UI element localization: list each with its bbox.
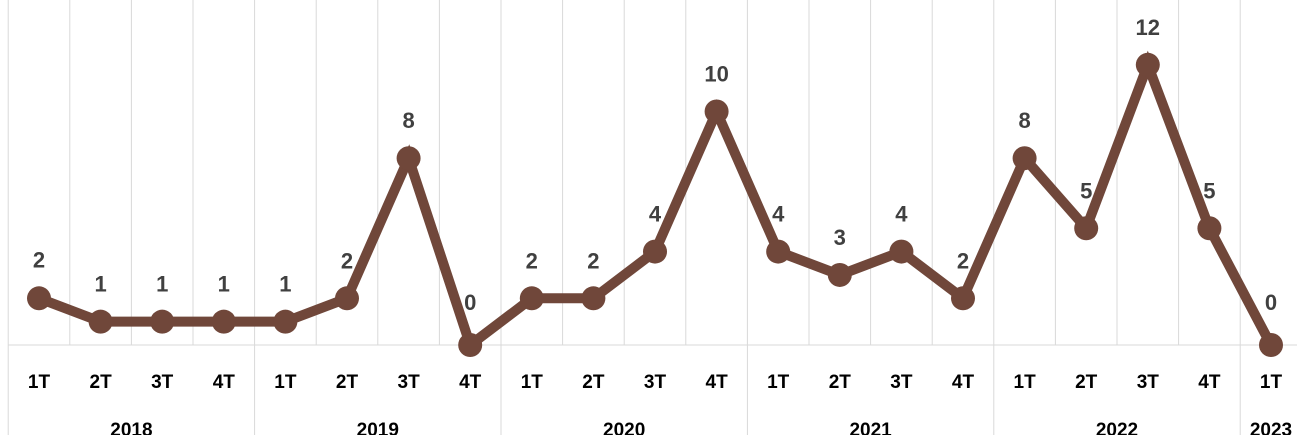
data-label: 4 <box>649 202 662 227</box>
data-point <box>1135 52 1160 77</box>
data-label: 0 <box>464 290 476 315</box>
data-label: 1 <box>94 272 106 297</box>
year-label: 2022 <box>1096 420 1138 435</box>
data-point <box>396 146 421 171</box>
data-point <box>827 262 852 287</box>
data-point <box>1197 216 1222 241</box>
data-label: 2 <box>587 248 599 273</box>
x-tick-label: 4T <box>952 372 975 393</box>
data-point <box>335 286 359 311</box>
data-point <box>766 239 791 264</box>
data-label: 10 <box>704 62 728 87</box>
x-tick-label: 2T <box>336 372 359 393</box>
x-tick-label: 3T <box>1137 372 1160 393</box>
data-point <box>704 99 729 124</box>
x-tick-labels: 1T 2T 3T 4T 1T 2T 3T 4T 1T 2T 3T 4T 1T 2T 3T 4T 1T 2T 3T 4T… <box>28 372 1283 393</box>
data-point <box>889 239 914 264</box>
data-point <box>643 239 667 264</box>
data-point <box>951 286 975 311</box>
data-label: 1 <box>156 272 168 297</box>
data-label: 2 <box>33 247 45 272</box>
data-label: 2 <box>526 248 538 273</box>
x-tick-label: 1T <box>274 372 297 393</box>
data-point <box>458 333 483 357</box>
x-tick-label: 4T <box>1198 372 1221 393</box>
x-tick-label: 3T <box>644 372 667 393</box>
data-label: 1 <box>279 272 291 297</box>
x-tick-label: 3T <box>398 372 421 393</box>
year-group-labels: 2018 2019 2020 2021 2022 2023 <box>7 345 1292 435</box>
data-label: 3 <box>834 225 846 250</box>
x-tick-label: 2T <box>90 372 113 393</box>
data-label: 8 <box>1018 108 1030 133</box>
x-tick-label: 4T <box>706 372 729 393</box>
data-point <box>519 286 544 311</box>
data-point <box>1074 216 1099 241</box>
data-label: 4 <box>772 202 785 227</box>
year-label: 2023 <box>1250 420 1292 435</box>
year-label: 2019 <box>357 420 399 435</box>
data-label: 12 <box>1136 15 1160 40</box>
data-label: 0 <box>1265 290 1277 315</box>
x-tick-label: 2T <box>582 372 605 393</box>
x-tick-label: 1T <box>1260 372 1283 393</box>
data-label: 1 <box>218 272 230 297</box>
x-tick-label: 2T <box>829 372 852 393</box>
data-point <box>150 309 175 334</box>
x-tick-label: 1T <box>28 372 51 393</box>
data-label: 8 <box>402 108 414 133</box>
year-label: 2018 <box>110 420 152 435</box>
data-label: 5 <box>1080 178 1092 203</box>
x-tick-label: 1T <box>1014 372 1037 393</box>
series-points <box>27 52 1283 357</box>
data-label: 4 <box>895 202 908 227</box>
data-label: 2 <box>341 248 353 273</box>
year-label: 2021 <box>849 420 892 435</box>
x-tick-label: 3T <box>890 372 913 393</box>
x-tick-label: 2T <box>1075 372 1098 393</box>
data-point <box>27 286 51 311</box>
data-point <box>211 309 236 334</box>
x-tick-label: 4T <box>213 372 236 393</box>
data-point <box>273 309 298 334</box>
data-point <box>88 309 113 334</box>
x-tick-label: 1T <box>521 372 544 393</box>
data-label: 2 <box>957 248 969 273</box>
x-tick-label: 4T <box>459 372 482 393</box>
year-label: 2020 <box>603 420 645 435</box>
data-point <box>1012 146 1037 171</box>
x-tick-label: 1T <box>767 372 790 393</box>
x-tick-label: 3T <box>151 372 174 393</box>
data-label: 5 <box>1203 178 1215 203</box>
data-point <box>1259 333 1283 357</box>
data-point <box>581 286 606 311</box>
